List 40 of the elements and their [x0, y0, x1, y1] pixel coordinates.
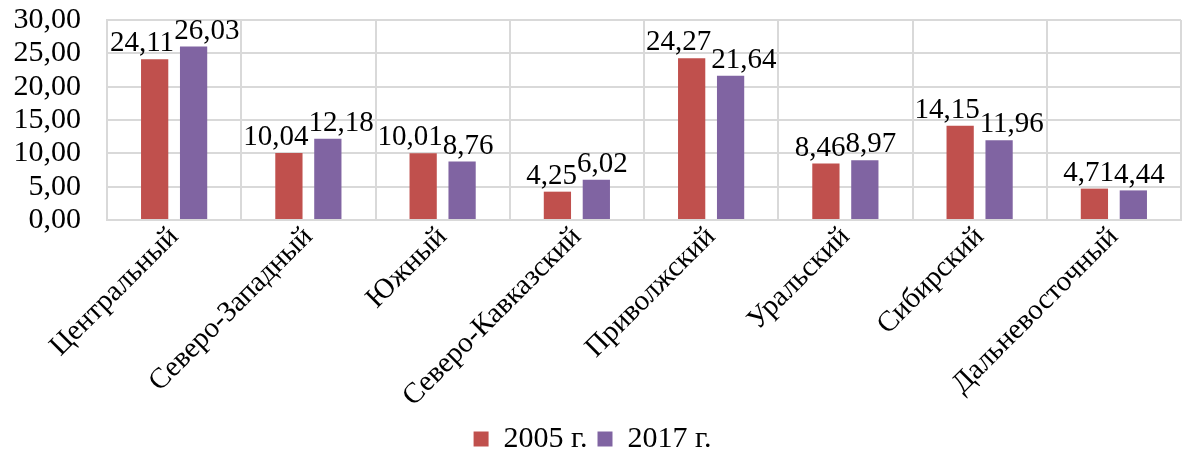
y-tick-label: 15,00 [13, 100, 81, 134]
bar [678, 58, 706, 219]
data-label: 12,18 [308, 104, 374, 137]
data-label: 24,11 [109, 25, 175, 58]
legend-label: 2005 г. [503, 419, 588, 453]
bar [409, 153, 437, 219]
bar [946, 125, 974, 219]
bar [812, 163, 840, 219]
y-tick-label: 20,00 [13, 67, 81, 101]
bar [141, 59, 169, 219]
y-tick-label: 25,00 [13, 34, 81, 68]
y-tick-label: 10,00 [13, 134, 81, 168]
bar [314, 138, 342, 219]
bar [985, 140, 1013, 219]
data-label: 10,04 [243, 119, 309, 152]
data-label: 26,03 [174, 12, 240, 45]
data-label: 8,76 [442, 127, 494, 160]
data-label: 4,71 [1063, 154, 1114, 187]
data-label: 24,27 [645, 24, 712, 57]
bar [582, 179, 610, 219]
bar [179, 46, 208, 219]
bar [1119, 190, 1147, 219]
bar [1080, 188, 1109, 219]
bar [275, 153, 303, 219]
bar [543, 191, 572, 219]
bar [448, 161, 476, 219]
data-label: 10,01 [377, 119, 443, 152]
data-label: 4,25 [526, 157, 577, 190]
data-label: 6,02 [576, 145, 628, 178]
data-label: 4,44 [1113, 156, 1166, 189]
y-tick-label: 5,00 [28, 167, 81, 201]
data-label: 14,15 [914, 91, 980, 124]
data-label: 11,96 [979, 106, 1044, 139]
legend-label: 2017 г. [627, 419, 712, 453]
data-label: 21,64 [711, 41, 777, 74]
bar [851, 160, 879, 219]
bar [716, 75, 745, 219]
y-tick-label: 30,00 [13, 0, 81, 34]
data-label: 8,97 [845, 126, 897, 159]
data-label: 8,46 [794, 129, 846, 162]
